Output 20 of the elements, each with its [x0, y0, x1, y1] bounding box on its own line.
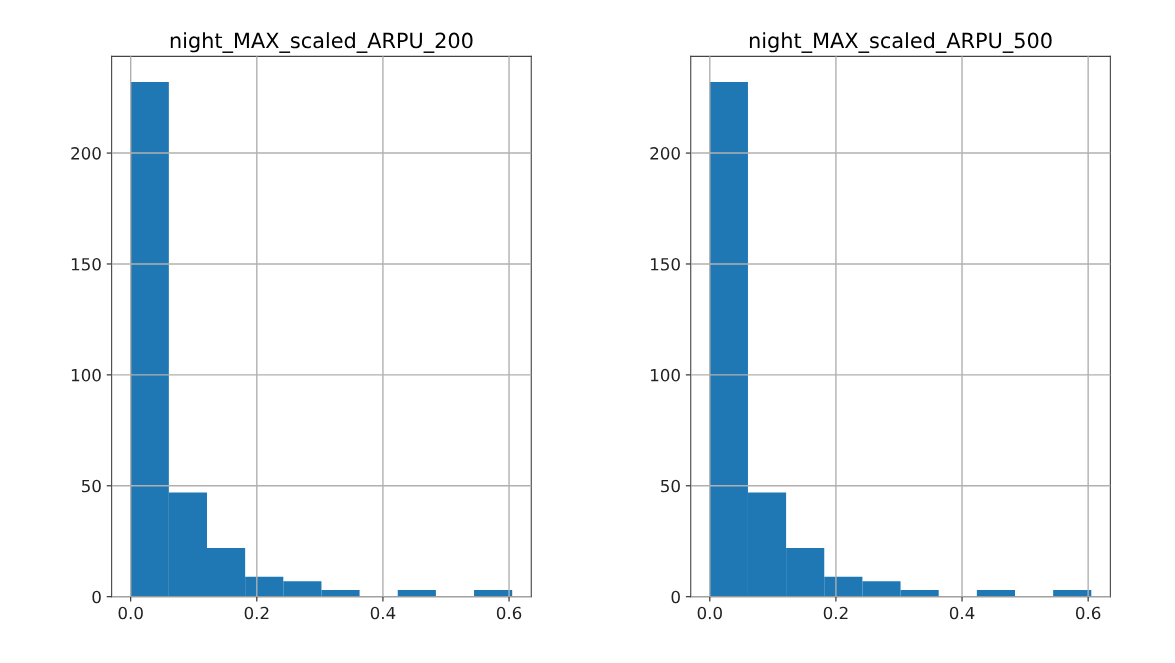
y-tick-label: 100 — [651, 368, 680, 382]
chart-title: night_MAX_scaled_ARPU_200 — [170, 32, 473, 53]
x-tick-label: 0.4 — [949, 606, 975, 620]
y-tick-label: 200 — [71, 147, 101, 160]
y-tick-label: 150 — [71, 257, 101, 271]
y-tick-label: 50 — [661, 479, 680, 493]
y-tick-label: 150 — [651, 257, 680, 271]
y-tick-label: 50 — [81, 479, 101, 493]
y-tick-label: 0 — [671, 590, 680, 604]
x-tick-label: 0.2 — [823, 606, 848, 620]
x-tick-label: 0.0 — [118, 606, 143, 620]
y-tick-label: 200 — [650, 147, 680, 160]
x-tick-label: 0.2 — [244, 606, 269, 620]
x-tick-label: 0.6 — [496, 606, 522, 620]
x-tick-label: 0.0 — [697, 606, 722, 620]
x-tick-label: 0.6 — [1075, 606, 1101, 620]
y-tick-label: 100 — [71, 368, 101, 382]
y-tick-label: 0 — [92, 590, 101, 604]
x-tick-label: 0.4 — [370, 606, 396, 620]
chart-title: night_MAX_scaled_ARPU_500 — [749, 32, 1052, 53]
